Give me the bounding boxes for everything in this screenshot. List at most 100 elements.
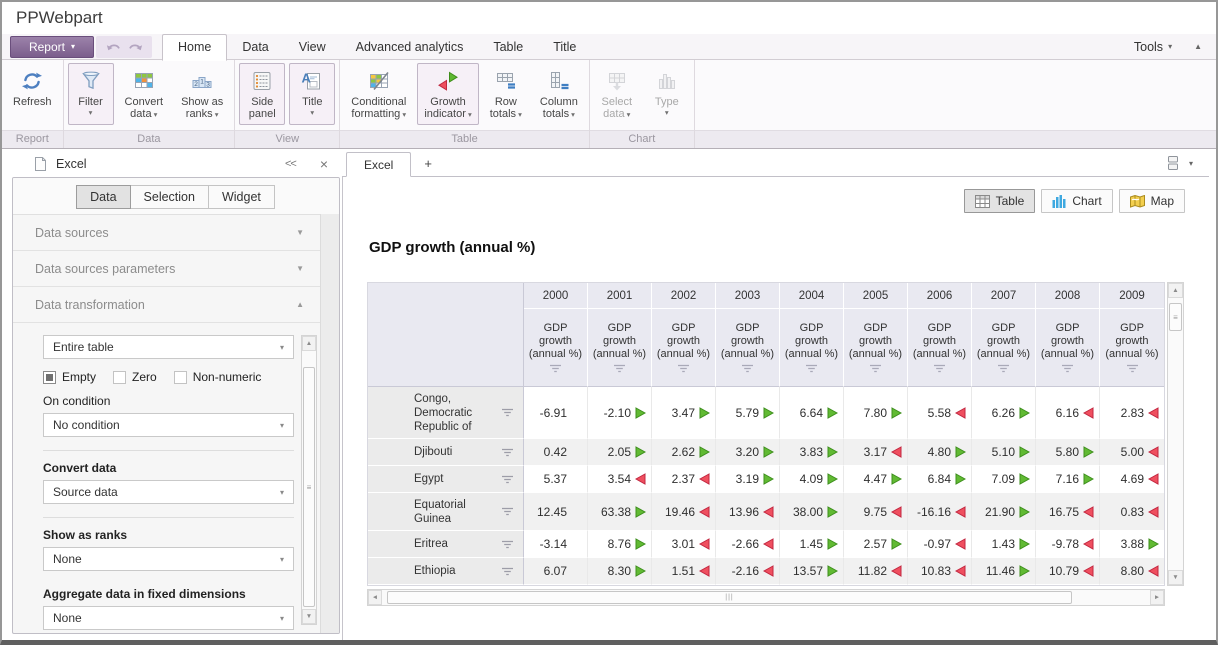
- transform-scope-select[interactable]: Entire table ▾: [43, 335, 294, 359]
- data-cell[interactable]: 10.79: [1036, 558, 1100, 585]
- data-cell[interactable]: 5.79: [716, 387, 780, 439]
- collapse-panel-icon[interactable]: <<: [284, 158, 297, 170]
- scroll-left-button[interactable]: ◄: [368, 590, 382, 605]
- section-data-sources[interactable]: Data sources ▼: [13, 215, 320, 251]
- scroll-right-button[interactable]: ►: [1150, 590, 1164, 605]
- data-cell[interactable]: -16.16: [908, 493, 972, 531]
- data-cell[interactable]: -2.10: [588, 387, 652, 439]
- data-cell[interactable]: 13.57: [780, 558, 844, 585]
- data-cell[interactable]: 10.83: [908, 558, 972, 585]
- measure-header-cell[interactable]: GDP growth (annual %): [1100, 309, 1164, 387]
- data-cell[interactable]: 6.07: [524, 558, 588, 585]
- growth-indicator-button[interactable]: Growth indicator ▾: [417, 63, 479, 125]
- ribbon-tab-title[interactable]: Title: [553, 39, 577, 54]
- measure-header-cell[interactable]: GDP growth (annual %): [588, 309, 652, 387]
- row-label-cell[interactable]: Egypt: [368, 466, 524, 493]
- data-cell[interactable]: 5.10: [972, 439, 1036, 466]
- data-cell[interactable]: 38.00: [780, 493, 844, 531]
- year-header-cell[interactable]: 2004: [780, 283, 844, 309]
- data-cell[interactable]: 0.83: [1100, 493, 1164, 531]
- data-cell[interactable]: 8.76: [588, 531, 652, 558]
- type-button[interactable]: Type ▾: [644, 63, 690, 125]
- table-horizontal-scrollbar[interactable]: ◄ ||| ►: [367, 589, 1165, 606]
- data-cell[interactable]: 3.88: [1100, 531, 1164, 558]
- data-cell[interactable]: 3.54: [588, 466, 652, 493]
- ribbon-tab-view[interactable]: View: [298, 39, 326, 54]
- filter-button[interactable]: Filter ▾: [67, 63, 114, 125]
- data-cell[interactable]: 16.75: [1036, 493, 1100, 531]
- row-label-cell[interactable]: Congo, Democratic Republic of: [368, 387, 524, 439]
- data-cell[interactable]: -2.66: [716, 531, 780, 558]
- document-tab-excel[interactable]: Excel: [346, 152, 412, 177]
- ribbon-tab-home[interactable]: Home: [162, 33, 228, 61]
- data-cell[interactable]: 13.96: [716, 493, 780, 531]
- scroll-down-button[interactable]: ▼: [1168, 570, 1183, 585]
- refresh-button[interactable]: Refresh: [6, 63, 59, 125]
- data-cell[interactable]: 3.83: [780, 439, 844, 466]
- data-cell[interactable]: 2.05: [588, 439, 652, 466]
- data-cell[interactable]: 4.47: [844, 466, 908, 493]
- data-cell[interactable]: -9.78: [1036, 531, 1100, 558]
- scroll-up-button[interactable]: ▲: [1168, 283, 1183, 298]
- chevron-down-icon[interactable]: ▾: [1188, 158, 1193, 168]
- row-label-cell[interactable]: Equatorial Guinea: [368, 493, 524, 531]
- aggregate-select[interactable]: None ▾: [43, 606, 294, 630]
- report-menu-button[interactable]: Report ▾: [10, 35, 94, 58]
- year-header-cell[interactable]: 2005: [844, 283, 908, 309]
- measure-header-cell[interactable]: GDP growth (annual %): [908, 309, 972, 387]
- data-cell[interactable]: 7.16: [1036, 466, 1100, 493]
- ribbon-tab-data[interactable]: Data: [242, 39, 269, 54]
- scroll-up-button[interactable]: ▲: [302, 336, 316, 351]
- data-cell[interactable]: 7.09: [972, 466, 1036, 493]
- data-cell[interactable]: 4.09: [780, 466, 844, 493]
- data-cell[interactable]: 2.57: [844, 531, 908, 558]
- convert-data-button[interactable]: Convert data ▾: [118, 63, 171, 125]
- data-cell[interactable]: 3.47: [652, 387, 716, 439]
- show-as-ranks-button[interactable]: 2 1 3 Show as ranks ▾: [174, 63, 230, 125]
- row-label-cell[interactable]: Eritrea: [368, 531, 524, 558]
- measure-header-cell[interactable]: GDP growth (annual %): [972, 309, 1036, 387]
- layout-icon[interactable]: [1165, 155, 1181, 171]
- view-button-map[interactable]: Map: [1118, 189, 1185, 213]
- data-cell[interactable]: 3.17: [844, 439, 908, 466]
- convert-data-select[interactable]: Source data ▾: [43, 480, 294, 504]
- year-header-cell[interactable]: 2007: [972, 283, 1036, 309]
- measure-header-cell[interactable]: GDP growth (annual %): [1036, 309, 1100, 387]
- row-totals-button[interactable]: Row totals ▾: [483, 63, 529, 125]
- ribbon-tab-table[interactable]: Table: [493, 39, 524, 54]
- year-header-cell[interactable]: 2002: [652, 283, 716, 309]
- scroll-thumb[interactable]: |||: [387, 591, 1072, 604]
- measure-header-cell[interactable]: GDP growth (annual %): [780, 309, 844, 387]
- data-cell[interactable]: 2.62: [652, 439, 716, 466]
- checkbox-zero[interactable]: Zero: [113, 370, 157, 384]
- sidebar-scrollbar[interactable]: ▲ ≡ ▼: [301, 335, 317, 625]
- data-cell[interactable]: 11.46: [972, 558, 1036, 585]
- measure-header-cell[interactable]: GDP growth (annual %): [524, 309, 588, 387]
- panel-tab-selection[interactable]: Selection: [129, 185, 209, 209]
- year-header-cell[interactable]: 2009: [1100, 283, 1164, 309]
- row-label-cell[interactable]: Ethiopia: [368, 558, 524, 585]
- select-data-button[interactable]: Select data ▾: [594, 63, 640, 125]
- data-cell[interactable]: 8.80: [1100, 558, 1164, 585]
- year-header-cell[interactable]: 2003: [716, 283, 780, 309]
- data-cell[interactable]: -0.97: [908, 531, 972, 558]
- data-cell[interactable]: -2.16: [716, 558, 780, 585]
- data-cell[interactable]: 2.37: [652, 466, 716, 493]
- data-cell[interactable]: 3.19: [716, 466, 780, 493]
- redo-icon[interactable]: [128, 41, 143, 53]
- panel-tab-widget[interactable]: Widget: [207, 185, 275, 209]
- data-cell[interactable]: 6.26: [972, 387, 1036, 439]
- data-cell[interactable]: 12.45: [524, 493, 588, 531]
- checkbox-non-numeric[interactable]: Non-numeric: [173, 370, 261, 384]
- year-header-cell[interactable]: 2000: [524, 283, 588, 309]
- data-cell[interactable]: 6.64: [780, 387, 844, 439]
- measure-header-cell[interactable]: GDP growth (annual %): [652, 309, 716, 387]
- new-tab-button[interactable]: +: [424, 156, 432, 171]
- collapse-ribbon-icon[interactable]: ▲: [1194, 42, 1202, 51]
- data-cell[interactable]: 0.42: [524, 439, 588, 466]
- section-data-sources-parameters[interactable]: Data sources parameters ▼: [13, 251, 320, 287]
- data-cell[interactable]: -3.14: [524, 531, 588, 558]
- measure-header-cell[interactable]: GDP growth (annual %): [716, 309, 780, 387]
- scroll-thumb[interactable]: ≡: [1169, 303, 1182, 331]
- data-cell[interactable]: 6.84: [908, 466, 972, 493]
